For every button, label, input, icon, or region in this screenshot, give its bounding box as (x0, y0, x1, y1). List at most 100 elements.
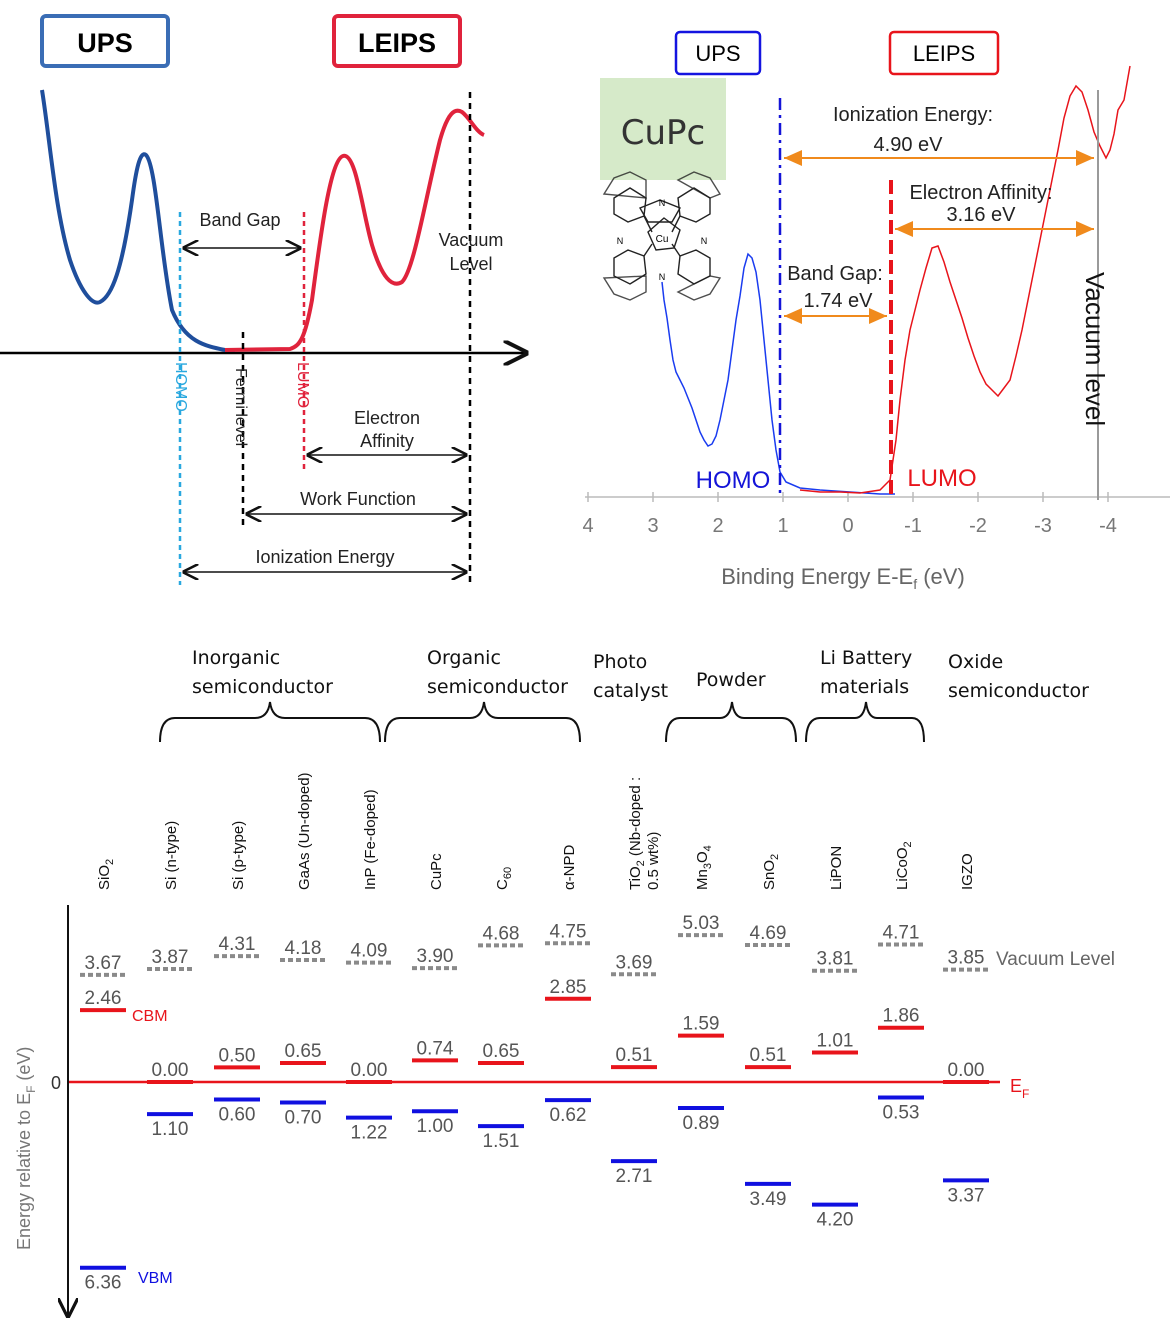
group-headers: Inorganic semiconductor Organic semiconduct… (192, 647, 1089, 702)
ups-badge-box-2 (674, 30, 762, 76)
fermi-vertical-label: Fermi level (232, 368, 249, 446)
x-tick-label: -4 (1099, 515, 1117, 537)
cbm-value: 0.65 (285, 1041, 322, 1062)
molecule-cu-label: Cu (656, 234, 669, 245)
binding-energy-axis-label: Binding Energy E-Ef (eV) (721, 564, 965, 592)
material-name: InP (Fe-doped) (362, 789, 379, 890)
material-name: Si (p-type) (230, 821, 247, 890)
group-title-line2: materials (820, 676, 909, 698)
cupc-homo-label: HOMO (696, 467, 771, 494)
brace-organic (384, 701, 581, 743)
group-title-line1: Powder (696, 669, 766, 691)
cbm-value: 0.00 (948, 1060, 985, 1081)
cupc-band-gap-label: Band Gap: (787, 263, 883, 285)
group-title-line2: semiconductor (192, 676, 333, 698)
energy-levels: 3.67 2.46 6.36 3.87 0.00 1.10 4.31 0.50 0.60 4.18… (80, 913, 989, 1294)
cbm-value: 1.59 (683, 1014, 720, 1035)
vacuum-level-text-2: Level (449, 254, 492, 274)
homo-vertical-label: HOMO (172, 362, 189, 412)
vbm-value: 0.89 (683, 1113, 720, 1134)
x-tick-label: 4 (582, 515, 593, 537)
energy-level-diagram: Inorganic semiconductor Organic semiconduct… (14, 647, 1115, 1316)
y-axis-title: Energy relative to EF (eV) (14, 1047, 38, 1250)
material-name: LiPON (828, 846, 845, 890)
vacuum-level-value: 3.69 (616, 952, 653, 973)
vbm-value: 3.49 (750, 1189, 787, 1210)
vbm-value: 3.37 (948, 1185, 985, 1206)
vbm-value: 4.20 (817, 1210, 854, 1231)
electron-affinity-text-1: Electron (354, 408, 420, 428)
material-name: SiO2 (96, 859, 116, 890)
cupc-sample-box (600, 78, 726, 180)
vacuum-level-value: 4.18 (285, 938, 322, 959)
y-axis-zero-label: 0 (51, 1073, 61, 1093)
cbm-value: 0.65 (483, 1041, 520, 1062)
vacuum-level-value: 3.67 (85, 953, 122, 974)
vacuum-level-value: 4.69 (750, 923, 787, 944)
group-title-line2: semiconductor (948, 680, 1089, 702)
group-title-line2: semiconductor (427, 676, 568, 698)
vbm-value: 0.70 (285, 1107, 322, 1128)
molecule-n-label-bottom: N (659, 272, 666, 282)
cupc-band-gap-value: 1.74 eV (804, 290, 874, 312)
ups-badge-text-2: UPS (695, 41, 740, 66)
vbm-value: 0.53 (883, 1102, 920, 1123)
group-title-line1: Oxide (948, 651, 1003, 673)
x-tick-label: 3 (647, 515, 658, 537)
material-name: α-NPD (561, 844, 578, 890)
x-tick-label: -3 (1034, 515, 1052, 537)
cbm-value: 0.51 (750, 1045, 787, 1066)
cupc-leips-curve (799, 65, 1131, 494)
material-name: LiCoO2 (894, 841, 914, 890)
cbm-value: 0.51 (616, 1045, 653, 1066)
cupc-ionization-value: 4.90 eV (874, 134, 944, 156)
cbm-value: 0.74 (417, 1038, 454, 1059)
cbm-value: 2.85 (550, 977, 587, 998)
cbm-legend: CBM (132, 1008, 168, 1025)
vbm-value: 6.36 (85, 1273, 122, 1294)
vbm-value: 1.00 (417, 1116, 454, 1137)
group-title-line1: Inorganic (192, 647, 280, 669)
vacuum-level-text-1: Vacuum (439, 230, 504, 250)
leips-badge-text: LEIPS (358, 28, 436, 58)
ionization-energy-text: Ionization Energy (255, 547, 394, 567)
cupc-vacuum-level-label: Vacuum level (1080, 272, 1110, 426)
material-name: CuPc (428, 853, 445, 890)
schematic-panel: UPS LEIPS Band Gap Vacuum Level HOMO Fer… (0, 14, 526, 585)
leips-badge-text-2: LEIPS (913, 41, 975, 66)
vacuum-level-legend: Vacuum Level (996, 949, 1115, 970)
cupc-ups-curve (661, 252, 895, 495)
vacuum-level-value: 4.68 (483, 923, 520, 944)
group-title-line1: Organic (427, 647, 501, 669)
cbm-value: 0.00 (152, 1060, 189, 1081)
leips-spectrum-curve (224, 108, 485, 352)
vacuum-level-value: 3.85 (948, 948, 985, 969)
material-name-line2: 0.5 wt%) (645, 832, 662, 890)
lumo-vertical-label: LUMO (294, 362, 311, 408)
cupc-lumo-label: LUMO (907, 465, 976, 492)
brace-inorganic (159, 701, 381, 743)
ups-badge-text: UPS (77, 28, 133, 58)
leips-badge-box (332, 14, 462, 68)
vbm-value: 2.71 (616, 1166, 653, 1187)
cbm-value: 0.00 (351, 1060, 388, 1081)
cupc-electron-affinity-label: Electron Affinity: (909, 182, 1052, 204)
fermi-level-label: EF (1010, 1076, 1029, 1101)
material-name: C60 (494, 867, 514, 890)
material-name: SnO2 (761, 854, 781, 890)
x-tick-label: 1 (777, 515, 788, 537)
x-tick-label: -2 (969, 515, 987, 537)
vbm-value: 1.51 (483, 1131, 520, 1152)
work-function-text: Work Function (300, 489, 416, 509)
vacuum-level-value: 4.31 (219, 934, 256, 955)
electron-affinity-text-2: Affinity (360, 431, 414, 451)
ups-badge-box (40, 14, 170, 68)
material-titles: SiO2 Si (n-type) Si (p-type) GaAs (Un-doped… (96, 772, 976, 890)
band-gap-text: Band Gap (199, 210, 280, 230)
vbm-value: 0.62 (550, 1105, 587, 1126)
cupc-electron-affinity-value: 3.16 eV (947, 204, 1017, 226)
x-tick-label: 2 (712, 515, 723, 537)
vacuum-level-value: 4.71 (883, 922, 920, 943)
